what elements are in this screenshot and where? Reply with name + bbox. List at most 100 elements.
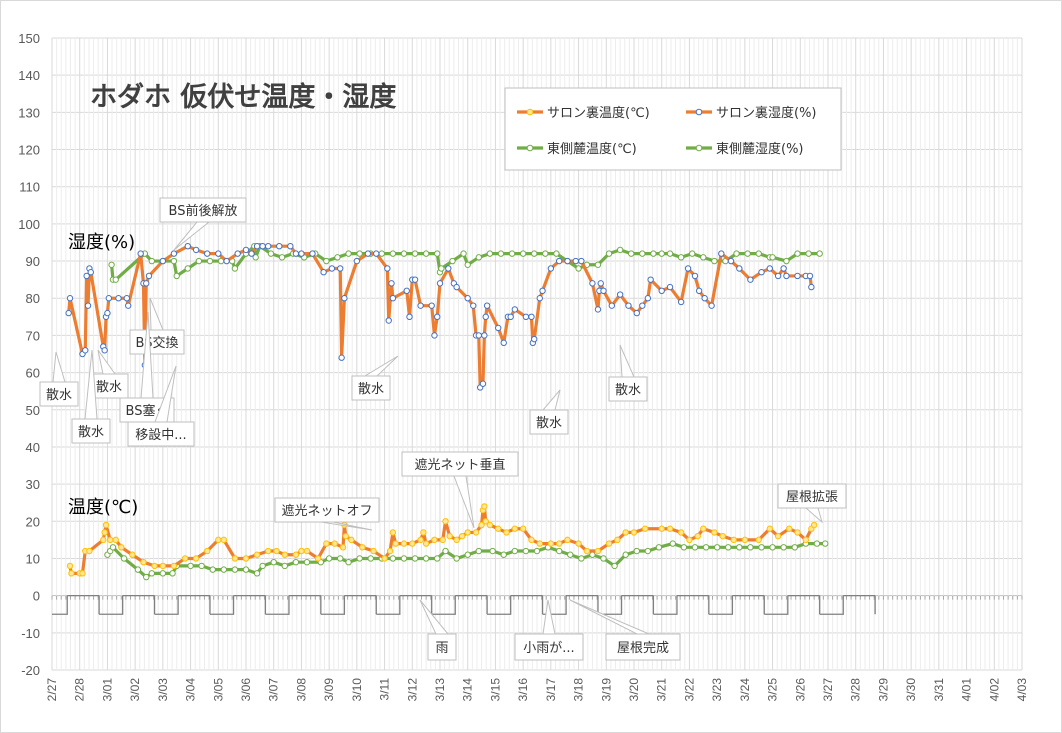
data-point [486,250,494,257]
data-point [337,555,344,562]
night-block [431,595,456,615]
data-point [436,280,444,287]
data-point [431,536,438,544]
data-point [323,257,330,265]
legend-marker [695,144,703,152]
data-point [805,250,812,257]
legend: サロン裏温度(℃) サロン裏湿度(%) 東側麓温度(℃) 東側麓湿度(%) [504,87,842,171]
data-point [345,558,352,566]
data-point [511,306,519,313]
x-tick-label: 3/15 [488,678,502,702]
callout-mask [353,377,389,399]
data-point [276,242,283,250]
data-point [769,544,776,551]
data-point [508,250,516,257]
data-point [464,529,471,536]
data-point [420,529,427,536]
data-point [528,313,535,321]
x-tick-label: 3/23 [710,678,724,702]
x-tick-label: 3/20 [627,678,641,702]
data-point [578,257,585,265]
night-block [265,595,290,615]
data-point [100,536,107,544]
data-point [481,332,488,339]
data-point [684,265,692,272]
data-point [434,313,441,321]
x-tick-label: 2/27 [45,678,59,702]
x-tick-label: 2/28 [73,678,87,702]
data-point [449,257,456,265]
data-point [669,540,676,547]
legend-label: サロン裏湿度(%) [716,105,817,121]
data-point [101,529,108,536]
series-layer [65,242,829,581]
data-point [400,540,408,547]
data-point [438,265,445,272]
data-point [774,532,782,540]
callout-pointer [320,521,373,531]
data-point [555,547,563,555]
data-point [719,532,726,540]
data-point [744,250,751,257]
data-point [589,280,596,287]
data-point [605,250,613,257]
data-point [115,295,122,302]
callout-text: 遮光ネット垂直 [414,457,505,473]
x-tick-label: 3/31 [932,678,946,702]
callout-mask [516,635,582,659]
data-point [758,544,765,551]
data-point [341,295,348,302]
data-point [507,313,514,321]
y-tick-label: 60 [26,366,40,381]
data-point [542,250,549,257]
data-point [389,295,397,302]
data-point [616,291,624,298]
x-tick-label: 3/29 [876,678,890,702]
x-tick-label: 3/16 [516,678,530,702]
data-point [575,540,582,547]
data-point [810,521,818,529]
data-point [68,570,75,577]
data-point [198,562,205,570]
data-point [434,250,441,257]
data-point [148,257,155,265]
data-point [713,544,721,551]
data-point [736,544,743,551]
y-tick-label: 100 [18,217,40,232]
data-point [356,555,363,562]
night-indicator-layer [52,594,876,615]
data-point [695,287,703,294]
callout-text: 散水 [536,416,562,431]
callout-mask [41,383,77,405]
x-tick-label: 3/22 [682,678,696,702]
data-point [769,254,776,261]
callout-pointer [569,599,650,635]
data-point [242,566,250,573]
data-point [511,547,519,555]
data-point [148,570,155,577]
data-point [253,242,261,250]
callout-mask [403,453,517,475]
data-point [605,540,613,547]
data-point [802,536,810,544]
data-point [325,555,333,562]
data-point [633,309,640,317]
data-point [281,562,288,570]
data-point [536,540,543,547]
data-point [608,302,616,309]
data-point [470,302,477,309]
data-point [206,257,214,265]
data-point [159,562,167,570]
callout-text: 移設中... [135,427,186,443]
data-point [472,529,480,536]
data-point [220,566,228,573]
data-point [82,347,89,354]
y-tick-label: 150 [18,31,40,46]
data-point [680,544,688,551]
data-point [555,540,563,547]
data-point [475,254,482,261]
data-point [84,302,92,309]
data-point [323,540,330,547]
temperature-axis-label: 温度(℃) [68,497,138,518]
data-point [86,547,93,555]
